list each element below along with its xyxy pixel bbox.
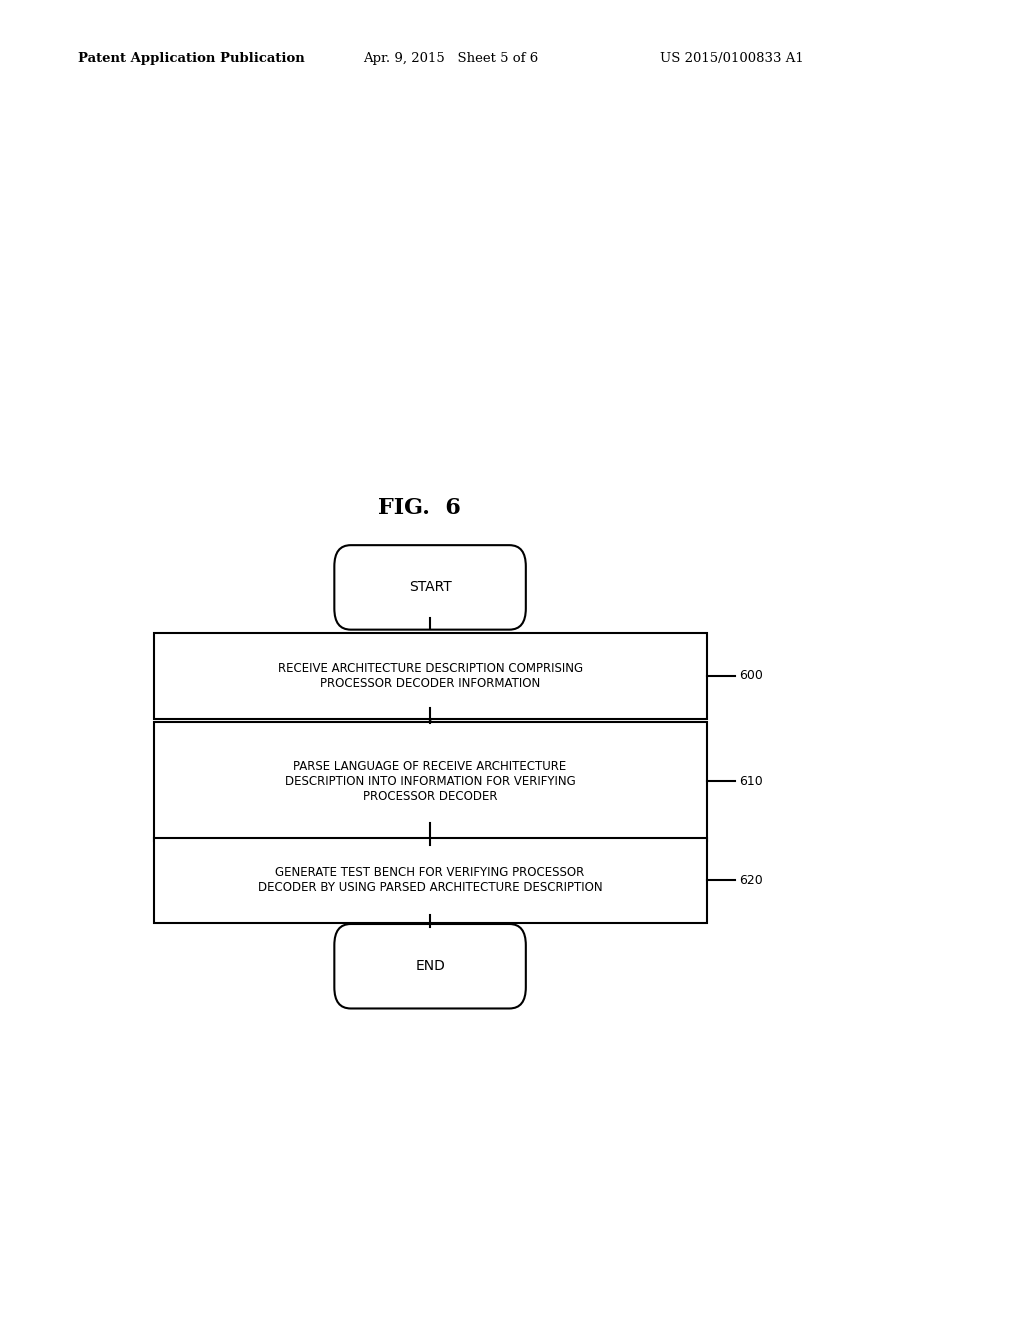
Text: Apr. 9, 2015   Sheet 5 of 6: Apr. 9, 2015 Sheet 5 of 6 xyxy=(364,51,539,65)
Text: Patent Application Publication: Patent Application Publication xyxy=(78,51,304,65)
Text: 620: 620 xyxy=(739,874,763,887)
Text: US 2015/0100833 A1: US 2015/0100833 A1 xyxy=(660,51,804,65)
Text: GENERATE TEST BENCH FOR VERIFYING PROCESSOR
DECODER BY USING PARSED ARCHITECTURE: GENERATE TEST BENCH FOR VERIFYING PROCES… xyxy=(258,866,602,895)
Text: RECEIVE ARCHITECTURE DESCRIPTION COMPRISING
PROCESSOR DECODER INFORMATION: RECEIVE ARCHITECTURE DESCRIPTION COMPRIS… xyxy=(278,661,583,690)
Text: FIG.  6: FIG. 6 xyxy=(379,498,461,519)
Text: END: END xyxy=(415,960,445,973)
Text: 600: 600 xyxy=(739,669,763,682)
Text: PARSE LANGUAGE OF RECEIVE ARCHITECTURE
DESCRIPTION INTO INFORMATION FOR VERIFYIN: PARSE LANGUAGE OF RECEIVE ARCHITECTURE D… xyxy=(285,760,575,803)
Text: START: START xyxy=(409,581,452,594)
Text: 610: 610 xyxy=(739,775,763,788)
